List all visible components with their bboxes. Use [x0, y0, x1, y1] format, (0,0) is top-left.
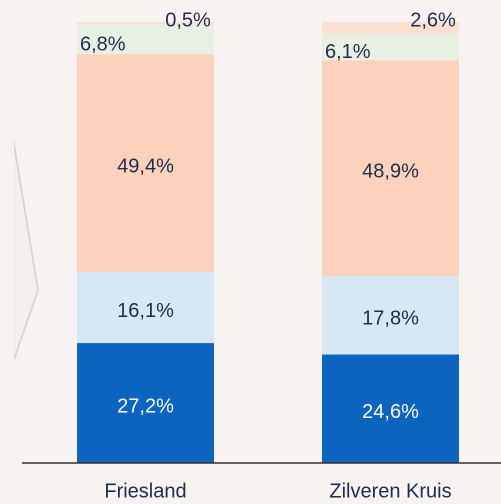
bar-segment — [322, 22, 459, 34]
bar-segment — [77, 22, 214, 25]
bar-segment — [322, 33, 459, 61]
value-label: 49,4% — [117, 155, 174, 177]
bar-segment — [77, 272, 214, 344]
value-label: 2,6% — [410, 9, 456, 31]
value-label: 24,6% — [362, 401, 419, 423]
value-label: 17,8% — [362, 308, 419, 330]
value-label: 48,9% — [362, 160, 419, 182]
bar-segment — [77, 24, 214, 55]
bar-segment — [322, 354, 459, 463]
value-label: 27,2% — [117, 395, 174, 417]
value-label: 16,1% — [117, 300, 174, 322]
bar-segment — [77, 343, 214, 463]
x-tick-label: Friesland — [104, 480, 186, 502]
bar-segment — [322, 60, 459, 277]
left-edge — [0, 0, 14, 504]
value-label: 6,1% — [325, 41, 371, 63]
bar-segment — [322, 276, 459, 355]
value-label: 6,8% — [80, 33, 126, 55]
value-label: 0,5% — [165, 9, 211, 31]
bar-segment — [77, 54, 214, 273]
x-tick-label: Zilveren Kruis — [329, 480, 451, 502]
